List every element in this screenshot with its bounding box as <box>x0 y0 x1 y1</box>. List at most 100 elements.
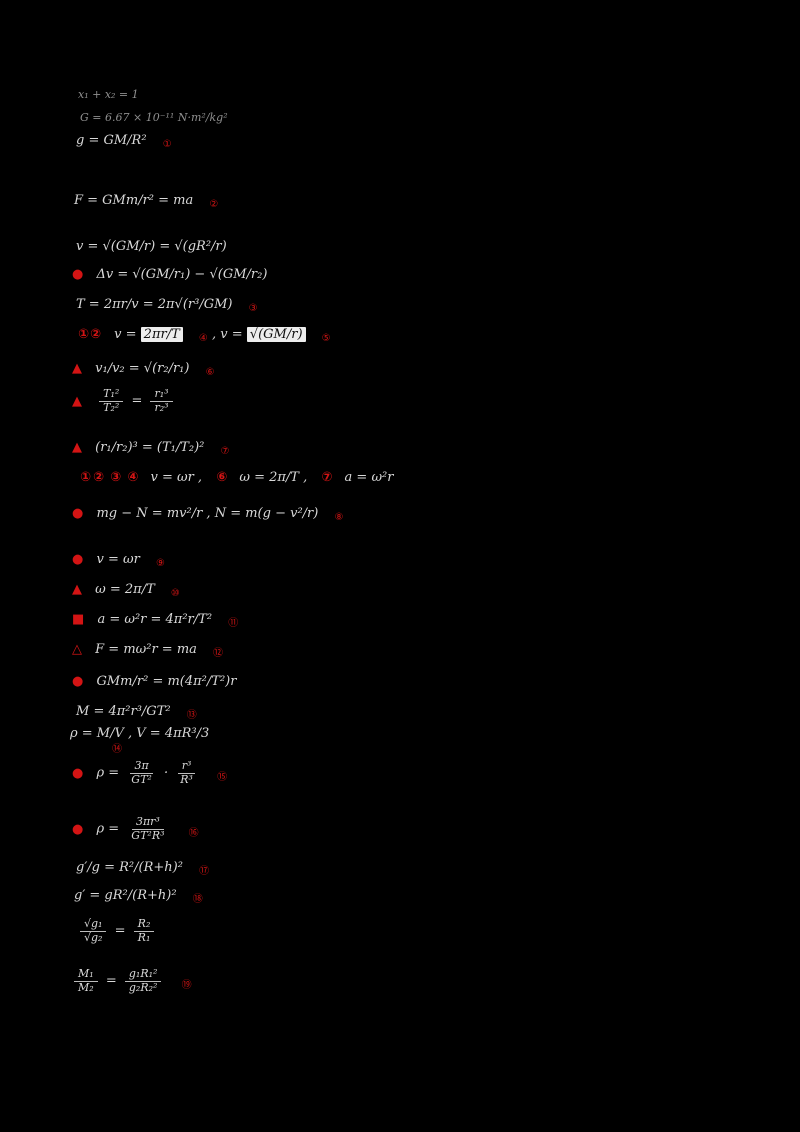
fraction-denominator: g₂R₂² <box>128 980 158 994</box>
math-line: M₁ M₂ = g₁R₁² g₂R₂² ⑲ <box>70 967 192 994</box>
math-line: ● v = ωr ⑨ <box>72 552 165 569</box>
math-line: ● ρ = 3π GT² · r³ R³ ⑮ <box>72 759 228 786</box>
fraction-denominator: GT² <box>131 772 152 786</box>
equation-text: M = 4π²r³/GT² <box>76 704 171 719</box>
math-line: G = 6.67 × 10⁻¹¹ N·m²/kg² <box>80 111 228 124</box>
equation-text: mg − N = mv²/r , N = m(g − v²/r) <box>96 506 319 521</box>
equation-text: Δv = √(GM/r₁) − √(GM/r₂) <box>96 267 268 282</box>
fraction: g₁R₁² g₂R₂² <box>124 967 162 994</box>
math-line: ● GMm/r² = m(4π²/T²)r <box>72 674 236 690</box>
equation-text: ω = 2π/T <box>95 582 155 597</box>
equation-number-badge: ⑧ <box>334 512 344 523</box>
equation-number-badge: ⑰ <box>199 866 210 877</box>
equation-number-badge: ⑫ <box>213 648 224 659</box>
red-triangle-marker-icon: ▲ <box>72 440 83 455</box>
equation-number-badge: ⑭ <box>112 744 122 755</box>
equation-text: GMm/r² = m(4π²/T²)r <box>96 674 237 689</box>
fraction: 3π GT² <box>127 759 156 786</box>
math-line: x₁ + x₂ = 1 <box>78 88 139 101</box>
equation-number-badge: ⑬ <box>186 710 197 721</box>
equation-number-badge: ⑱ <box>192 894 203 905</box>
equation-text: v = ωr <box>96 552 140 567</box>
equation-text: ω = 2π/T , <box>239 470 308 485</box>
math-line: F = GMm/r² = ma ② <box>74 193 219 210</box>
equation-text: v = ωr , <box>150 470 203 485</box>
fraction-numerator: r₁³ <box>150 387 173 402</box>
circled-number-marker: ⑦ <box>321 470 335 485</box>
equation-number-badge: ⑦ <box>220 446 230 457</box>
fraction-numerator: 3π <box>130 759 153 774</box>
math-line: ● Δv = √(GM/r₁) − √(GM/r₂) <box>72 267 267 283</box>
red-square-marker-icon: ■ <box>72 612 86 627</box>
equation-text: (r₁/r₂)³ = (T₁/T₂)² <box>95 440 205 455</box>
equation-number-badge: ⑤ <box>321 333 331 344</box>
equation-number-badge: ⑪ <box>228 618 239 629</box>
math-line: g = GM/R² ① <box>76 133 172 150</box>
red-triangle-marker-icon: ▲ <box>72 393 83 409</box>
equation-text: T = 2πr/v = 2π√(r³/GM) <box>76 297 233 312</box>
fraction-denominator: T₂² <box>103 400 120 414</box>
fraction: √g₁ √g₂ <box>80 917 107 944</box>
highlighted-term: 2πr/T <box>140 327 183 342</box>
math-line: ▲ ω = 2π/T ⑩ <box>72 582 180 599</box>
circled-number-marker: ③ <box>110 470 124 485</box>
equation-number-badge: ① <box>162 139 172 150</box>
equation-text: = <box>114 923 126 939</box>
equation-text: ρ = <box>96 765 120 781</box>
red-triangle-marker-icon: △ <box>72 642 83 657</box>
equation-text: ρ = <box>96 821 120 837</box>
red-triangle-marker-icon: ▲ <box>72 582 83 597</box>
equation-number-badge: ⑯ <box>188 827 199 839</box>
equation-text: g = GM/R² <box>76 133 147 148</box>
math-line: g′/g = R²/(R+h)² ⑰ <box>76 860 210 877</box>
equation-text: G = 6.67 × 10⁻¹¹ N·m²/kg² <box>80 111 228 124</box>
equation-number-badge: ② <box>209 199 219 210</box>
fraction-numerator: T₁² <box>99 387 124 402</box>
equation-text: , v = <box>212 327 243 342</box>
circled-number-marker: ⑥ <box>216 470 230 485</box>
fraction-numerator: √g₁ <box>80 917 107 932</box>
math-line: ▲ T₁² T₂² = r₁³ r₂³ <box>72 387 177 414</box>
fraction-denominator: GT²R³ <box>131 828 165 842</box>
fraction: r³ R³ <box>176 759 197 786</box>
red-dot-marker-icon: ● <box>72 267 85 282</box>
equation-number-badge: ③ <box>248 303 258 314</box>
fraction: r₁³ r₂³ <box>150 387 173 414</box>
red-triangle-marker-icon: ▲ <box>72 361 83 376</box>
equation-text: a = ω²r <box>344 470 394 485</box>
math-line: ①② v = 2πr/T ④ , v = √(GM/r) ⑤ <box>78 327 331 344</box>
fraction: M₁ M₂ <box>74 967 98 994</box>
circled-number-marker: ①② <box>78 327 103 342</box>
math-line: √g₁ √g₂ = R₂ R₁ <box>76 917 158 944</box>
equation-text: ρ = M/V , V = 4πR³/3 <box>70 726 210 741</box>
math-line: g′ = gR²/(R+h)² ⑱ <box>74 888 203 905</box>
math-line: T = 2πr/v = 2π√(r³/GM) ③ <box>76 297 258 314</box>
equation-text: g′/g = R²/(R+h)² <box>76 860 183 875</box>
equation-number-badge: ⑥ <box>205 367 215 378</box>
fraction: 3πr³ GT²R³ <box>127 815 168 842</box>
equation-text: F = mω²r = ma <box>95 642 197 657</box>
math-line: ▲ v₁/v₂ = √(r₂/r₁) ⑥ <box>72 361 215 378</box>
red-dot-marker-icon: ● <box>72 821 85 837</box>
fraction-numerator: r³ <box>177 759 196 774</box>
equation-number-badge: ④ <box>198 333 208 344</box>
math-line: ■ a = ω²r = 4π²r/T² ⑪ <box>72 612 239 629</box>
fraction: T₁² T₂² <box>99 387 124 414</box>
circled-number-marker: ①② <box>80 470 107 485</box>
math-line: ρ = M/V , V = 4πR³/3 <box>70 726 209 742</box>
equation-text: F = GMm/r² = ma <box>74 193 194 208</box>
math-line: M = 4π²r³/GT² ⑬ <box>76 704 197 721</box>
equation-text: g′ = gR²/(R+h)² <box>74 888 177 903</box>
equation-text: · <box>163 765 169 781</box>
red-dot-marker-icon: ● <box>72 506 85 521</box>
math-line: ▲ (r₁/r₂)³ = (T₁/T₂)² ⑦ <box>72 440 230 457</box>
math-line: △ F = mω²r = ma ⑫ <box>72 642 224 659</box>
red-dot-marker-icon: ● <box>72 552 85 567</box>
equation-text: x₁ + x₂ = 1 <box>78 88 139 101</box>
equation-text: v₁/v₂ = √(r₂/r₁) <box>95 361 190 376</box>
equation-number-badge: ⑮ <box>217 771 228 783</box>
fraction-denominator: R³ <box>180 772 193 786</box>
fraction: R₂ R₁ <box>133 917 155 944</box>
highlighted-term: √(GM/r) <box>246 327 306 342</box>
